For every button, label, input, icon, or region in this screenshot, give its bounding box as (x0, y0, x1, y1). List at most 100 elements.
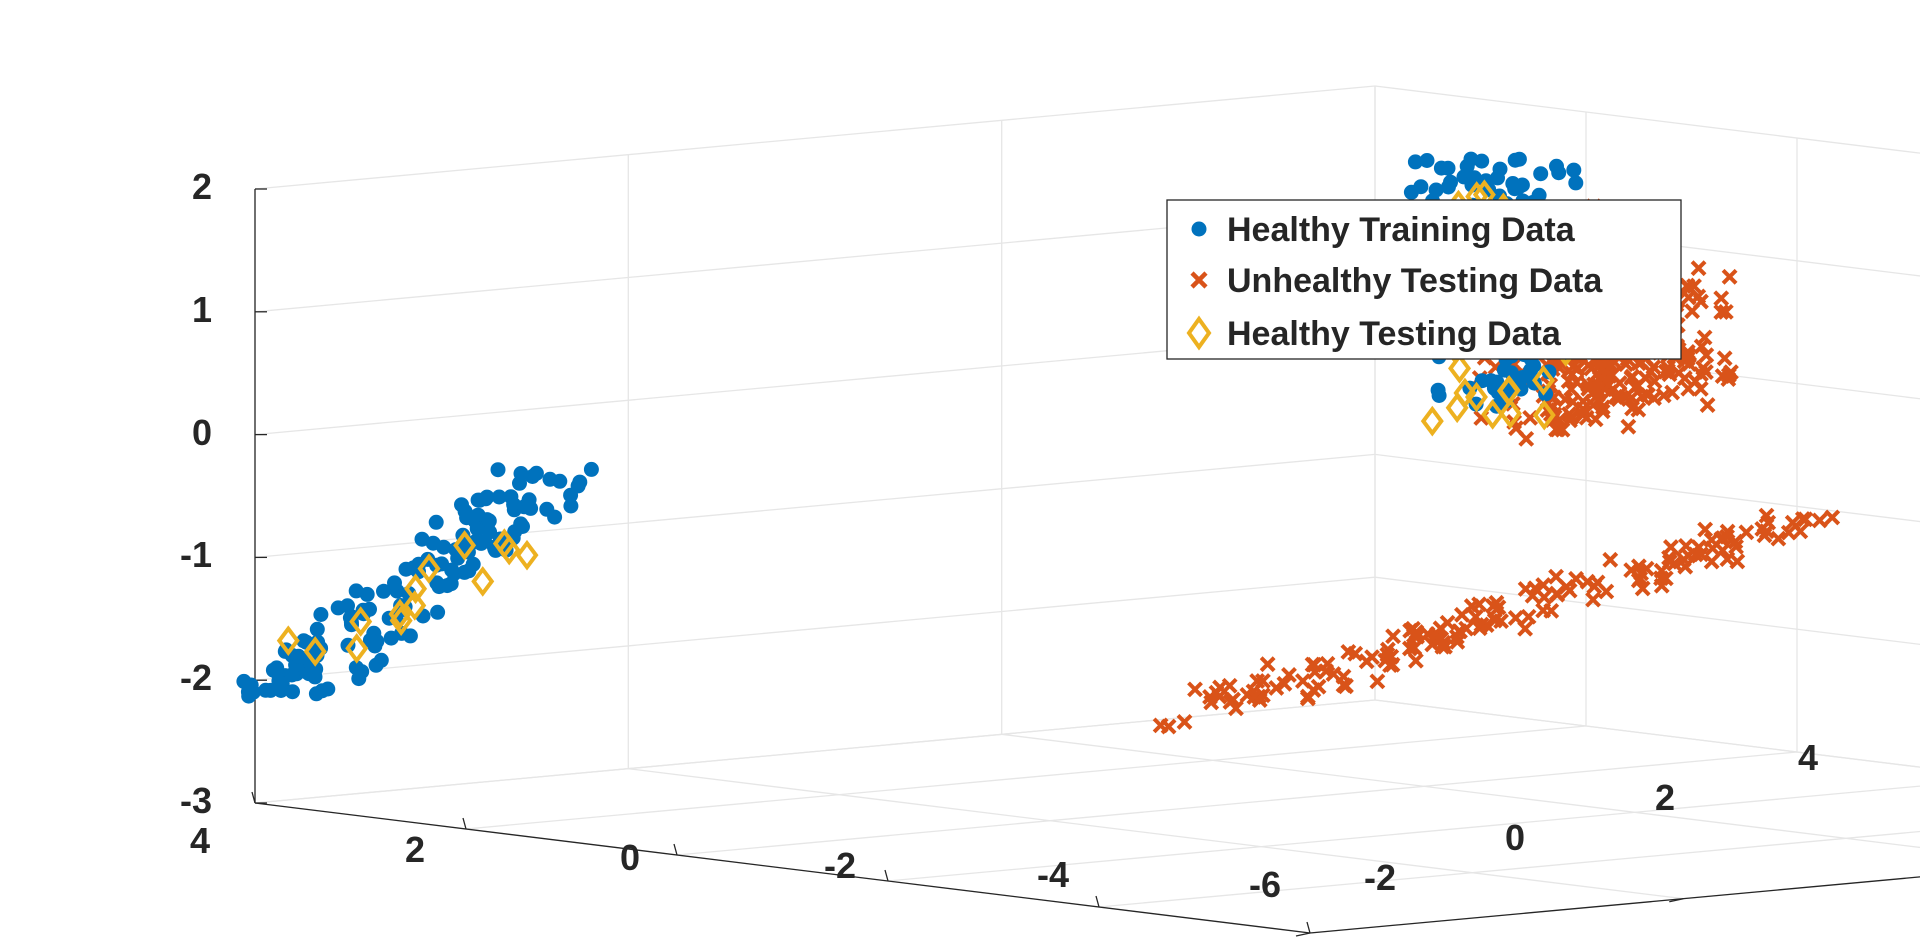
data-point-filled-circle (1490, 170, 1505, 186)
data-point-filled-circle (285, 684, 300, 700)
data-point-x (1690, 260, 1707, 277)
x-tick-label: -4 (1037, 854, 1069, 895)
data-point-filled-circle (1428, 182, 1444, 198)
data-point-filled-circle (265, 662, 281, 678)
data-point-x (1699, 397, 1716, 413)
data-point-x (1630, 401, 1647, 418)
data-point-x (1630, 558, 1647, 575)
data-point-x (1695, 360, 1712, 376)
data-point-filled-circle (457, 503, 473, 519)
data-point-x (1276, 675, 1293, 692)
data-point-filled-circle (351, 671, 367, 687)
data-point-open-diamond (497, 534, 521, 566)
data-point-x (1675, 551, 1692, 568)
z-tick-label: 1 (192, 289, 212, 330)
data-point-filled-circle (1483, 373, 1499, 389)
data-point-filled-circle (348, 583, 364, 599)
data-point-open-diamond (1496, 375, 1520, 407)
z-tick-label: 2 (192, 166, 212, 207)
data-point-x (1432, 620, 1449, 637)
data-point-filled-circle (309, 621, 325, 637)
data-point-filled-circle (1566, 162, 1582, 178)
y-tick-mark (1669, 898, 1684, 903)
data-point-filled-circle (1463, 151, 1479, 167)
data-point-open-diamond (1532, 364, 1556, 396)
data-point-filled-circle (430, 604, 446, 620)
data-point-open-diamond (303, 636, 327, 667)
data-point-x (1604, 367, 1621, 384)
floor-grid-line (1374, 699, 1920, 768)
legend: Healthy Training Data Unhealthy Testing … (1166, 199, 1682, 360)
data-point-open-diamond (1464, 381, 1488, 413)
data-point-x (1221, 677, 1238, 694)
legend-marker-healthy-training (1191, 221, 1207, 237)
data-point-open-diamond (471, 566, 495, 597)
data-point-x (1634, 580, 1651, 597)
data-point-open-diamond (345, 633, 369, 664)
floor-grid-line (628, 768, 1684, 900)
x-tick-mark (462, 817, 467, 830)
data-point-x (1549, 421, 1566, 438)
axes-layer (251, 188, 1920, 937)
x-tick-label: 0 (620, 837, 640, 878)
floor-grid-line (1309, 876, 1920, 934)
y-tick-label: 2 (1655, 777, 1675, 818)
data-point-x (1666, 555, 1683, 572)
data-point-x (1811, 512, 1828, 529)
data-point-x (1770, 530, 1787, 547)
data-point-x (1574, 405, 1590, 422)
data-point-filled-circle (512, 475, 527, 491)
legend-label: Healthy Training Data (1227, 211, 1576, 249)
data-point-x (1518, 430, 1535, 447)
x-axis-line (254, 802, 1311, 934)
data-point-x (1784, 514, 1801, 531)
data-point-x (1714, 530, 1731, 547)
legend-marker-healthy-testing (1186, 315, 1212, 351)
data-point-x (1246, 689, 1263, 705)
back-wall-grid-line (1374, 699, 1920, 768)
data-point-filled-circle (1511, 151, 1527, 167)
x-tick-mark (1306, 921, 1311, 934)
side-wall-grid-line (254, 85, 1376, 190)
y-tick-label: 0 (1505, 817, 1525, 858)
data-point-x (1630, 572, 1647, 589)
data-point-filled-circle (516, 499, 532, 515)
x-tick-mark (884, 869, 889, 882)
data-point-x (1717, 303, 1734, 320)
data-point-x (1249, 673, 1266, 689)
y-tick-mark (1295, 932, 1311, 937)
data-point-x (1659, 362, 1676, 379)
data-point-filled-circle (1403, 184, 1419, 200)
data-point-filled-circle (236, 673, 252, 689)
data-point-filled-circle (373, 652, 389, 668)
data-point-x (1703, 553, 1720, 570)
data-point-x (1587, 382, 1603, 399)
data-point-filled-circle (583, 461, 599, 477)
x-tick-mark (251, 791, 256, 804)
x-tick-mark (1095, 895, 1100, 908)
data-point-filled-circle (320, 681, 336, 697)
data-point-open-diamond (1445, 392, 1469, 424)
data-point-filled-circle (308, 686, 324, 702)
data-point-filled-circle (1533, 166, 1549, 182)
data-point-filled-circle (481, 513, 497, 529)
data-point-open-diamond (388, 598, 412, 630)
data-point-filled-circle (1407, 154, 1423, 170)
data-point-x (1679, 277, 1696, 294)
data-point-filled-circle (513, 516, 529, 532)
data-point-x (1259, 656, 1276, 673)
data-point-filled-circle (1505, 176, 1521, 191)
data-point-x (1662, 539, 1679, 555)
data-point-x (1723, 364, 1739, 381)
legend-box (1166, 199, 1682, 360)
data-point-x (1406, 639, 1423, 656)
data-point-x (1754, 520, 1771, 537)
y-tick-label: -2 (1364, 857, 1396, 898)
data-point-x (1176, 714, 1193, 730)
floor-grid-line (676, 751, 1798, 856)
data-point-x (1646, 390, 1662, 407)
data-point-x (1633, 388, 1650, 405)
data-point-filled-circle (444, 562, 460, 578)
data-point-open-diamond (1481, 399, 1505, 430)
data-point-filled-circle (1551, 165, 1567, 181)
